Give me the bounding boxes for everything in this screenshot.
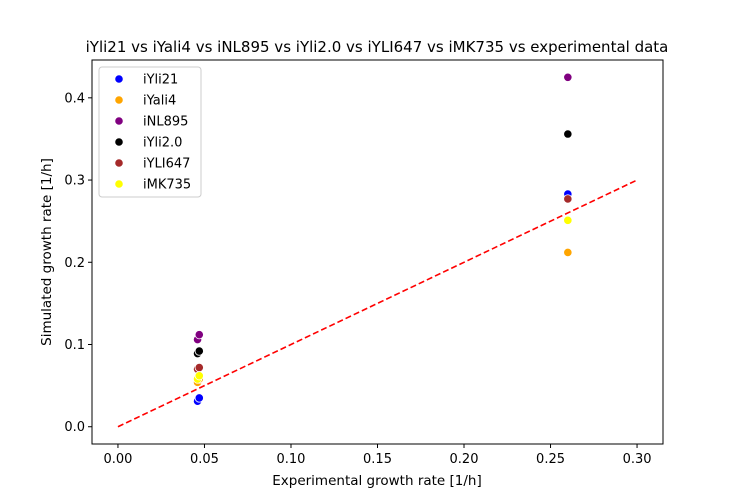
x-tick-label: 0.20 xyxy=(450,452,479,467)
data-point xyxy=(563,72,573,82)
y-tick-label: 0.4 xyxy=(64,91,85,106)
legend: iYli21 iYali4 iNL895 iYli2.0 iYLI647 iMK735 xyxy=(98,66,202,198)
legend-marker xyxy=(114,137,124,147)
data-point xyxy=(194,330,204,340)
x-tick-label: 0.00 xyxy=(103,452,132,467)
reference-line xyxy=(117,179,638,428)
x-tick-label: 0.30 xyxy=(623,452,652,467)
y-tick-label: 0.3 xyxy=(64,174,85,189)
data-point xyxy=(194,362,204,373)
reference-line-group xyxy=(117,179,638,428)
x-tick-label: 0.25 xyxy=(536,452,565,467)
legend-label: iYli2.0 xyxy=(143,136,182,151)
y-tick-label: 0.2 xyxy=(64,256,85,271)
legend-box xyxy=(98,66,202,198)
data-point xyxy=(194,346,204,356)
data-point xyxy=(563,215,573,225)
x-axis: 0.00 0.05 0.10 0.15 0.20 0.25 0.30 xyxy=(103,444,652,467)
legend-marker xyxy=(114,179,124,189)
data-point xyxy=(194,393,204,403)
x-tick-label: 0.15 xyxy=(363,452,392,467)
data-point xyxy=(563,129,573,139)
x-axis-label: Experimental growth rate [1/h] xyxy=(272,473,482,489)
y-axis-label: Simulated growth rate [1/h] xyxy=(39,158,55,346)
legend-marker xyxy=(114,95,124,105)
legend-label: iNL895 xyxy=(143,115,188,130)
data-points xyxy=(192,72,573,406)
y-tick-label: 0.0 xyxy=(64,420,85,435)
chart-title: iYli21 vs iYali4 vs iNL895 vs iYli2.0 vs… xyxy=(86,38,669,56)
data-point xyxy=(563,247,573,258)
data-point xyxy=(194,371,204,381)
x-tick-label: 0.10 xyxy=(277,452,306,467)
y-tick-label: 0.1 xyxy=(64,338,85,353)
legend-label: iYli21 xyxy=(143,73,178,88)
legend-label: iYLI647 xyxy=(143,157,190,172)
y-axis: 0.0 0.1 0.2 0.3 0.4 xyxy=(64,91,92,435)
legend-label: iYali4 xyxy=(143,94,176,109)
legend-marker xyxy=(114,74,124,84)
x-tick-label: 0.05 xyxy=(190,452,219,467)
legend-marker xyxy=(114,116,124,126)
legend-label: iMK735 xyxy=(143,178,191,193)
legend-marker xyxy=(114,158,124,168)
data-point xyxy=(563,194,573,204)
